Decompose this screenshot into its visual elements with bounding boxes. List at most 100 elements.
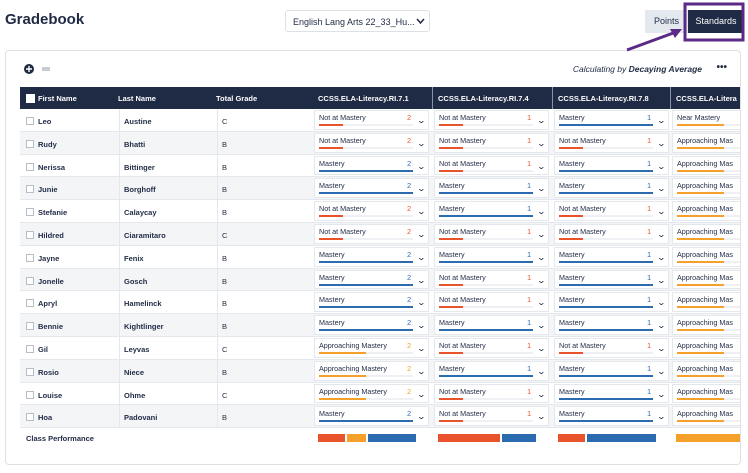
row-checkbox[interactable] [26,413,34,422]
cell-divider [119,405,120,429]
score-chevron[interactable]: ⌄ [536,184,547,194]
score-status: Approaching Mas [677,158,733,168]
row-checkbox[interactable] [26,231,34,239]
score-status: Not at Mastery [319,113,366,122]
score-chevron[interactable]: ⌄ [536,116,547,125]
score-chevron[interactable]: ⌄ [416,344,427,353]
score-status: Mastery [559,409,585,419]
score-level: 1 [527,204,532,214]
score-track [439,306,533,309]
score-chevron[interactable]: ⌄ [656,161,667,171]
score-chevron[interactable]: ⌄ [536,275,547,285]
standards-toggle[interactable]: Standards [688,10,744,33]
more-menu[interactable]: ••• [716,62,727,73]
standard-header: CCSS.ELA-Litera [676,94,737,103]
score-chevron[interactable]: ⌄ [656,252,667,262]
score-chevron[interactable]: ⌄ [416,321,427,331]
score-status: Not at Mastery [319,204,366,214]
score-chevron[interactable]: ⌄ [656,230,667,239]
row-checkbox[interactable] [26,185,34,194]
cell-divider [119,245,120,269]
score-cell: Not at Mastery 1 ⌄ [434,292,549,313]
score-track [439,169,533,172]
score-status: Not at Mastery [559,135,606,145]
score-chevron[interactable]: ⌄ [416,207,427,217]
score-bar [439,329,533,332]
score-chevron[interactable]: ⌄ [536,389,547,399]
score-chevron[interactable]: ⌄ [656,389,667,399]
score-chevron[interactable]: ⌄ [416,230,427,239]
score-cell: Approaching Mas⌄ [672,360,740,381]
score-level: 1 [527,272,532,282]
score-status: Mastery [319,272,345,282]
score-chevron[interactable]: ⌄ [656,298,667,308]
cell-divider [217,291,218,315]
score-bar [559,352,583,354]
score-status: Approaching Mas [677,341,733,350]
score-chevron[interactable]: ⌄ [536,344,547,353]
row-checkbox[interactable] [26,208,34,217]
score-chevron[interactable]: ⌄ [536,230,547,239]
score-chevron[interactable]: ⌄ [656,207,667,217]
row-checkbox[interactable] [26,299,34,308]
score-chevron[interactable]: ⌄ [656,184,667,194]
score-status: Mastery [319,295,345,305]
select-all[interactable] [26,94,35,103]
score-chevron[interactable]: ⌄ [536,207,547,217]
score-chevron[interactable]: ⌄ [536,321,547,331]
score-chevron[interactable]: ⌄ [656,344,667,353]
score-chevron[interactable]: ⌄ [416,138,427,148]
score-chevron[interactable]: ⌄ [536,138,547,148]
score-chevron[interactable]: ⌄ [656,275,667,285]
score-chevron[interactable]: ⌄ [536,412,547,422]
score-bar [319,283,413,286]
score-chevron[interactable]: ⌄ [416,184,427,194]
score-chevron[interactable]: ⌄ [416,389,427,399]
score-track [319,124,413,126]
total-grade: C [222,390,228,400]
row-checkbox[interactable] [26,139,34,148]
page-title: Gradebook [5,11,85,28]
score-cell: Mastery 1 ⌄ [554,383,669,404]
score-chevron[interactable]: ⌄ [416,412,427,422]
course-dropdown[interactable]: English Lang Arts 22_33_Hu... [285,10,430,32]
score-chevron[interactable]: ⌄ [656,366,667,376]
points-toggle[interactable]: Points [645,10,688,33]
last-name: Padovani [124,413,158,423]
score-chevron[interactable]: ⌄ [416,161,427,171]
score-chevron[interactable]: ⌄ [656,321,667,331]
score-chevron[interactable]: ⌄ [536,252,547,262]
score-status: Approaching Mas [677,386,733,396]
score-chevron[interactable]: ⌄ [536,366,547,376]
row-checkbox[interactable] [26,253,34,262]
score-status: Approaching Mas [677,409,733,419]
row-checkbox[interactable] [26,390,34,399]
course-name: English Lang Arts 22_33_Hu... [293,17,415,27]
score-bar [677,238,724,240]
total-grade: B [222,139,228,149]
score-chevron[interactable]: ⌄ [656,138,667,148]
score-chevron[interactable]: ⌄ [416,116,427,125]
score-bar [319,306,413,309]
score-bar [677,169,724,172]
score-chevron[interactable]: ⌄ [656,116,667,125]
score-chevron[interactable]: ⌄ [416,252,427,262]
row-checkbox[interactable] [26,367,34,376]
add-icon[interactable] [23,63,53,75]
score-bar [319,146,343,149]
score-chevron[interactable]: ⌄ [416,298,427,308]
row-checkbox[interactable] [26,117,34,125]
score-bar [319,374,366,377]
score-chevron[interactable]: ⌄ [416,366,427,376]
score-level: 1 [647,181,652,191]
row-checkbox[interactable] [26,322,34,331]
score-chevron[interactable]: ⌄ [536,298,547,308]
row-checkbox[interactable] [26,345,34,353]
score-chevron[interactable]: ⌄ [536,161,547,171]
row-checkbox[interactable] [26,162,34,171]
cell-divider [217,314,218,337]
score-chevron[interactable]: ⌄ [416,275,427,285]
last-name: Leyvas [124,345,150,354]
row-checkbox[interactable] [26,276,34,285]
score-chevron[interactable]: ⌄ [656,412,667,422]
